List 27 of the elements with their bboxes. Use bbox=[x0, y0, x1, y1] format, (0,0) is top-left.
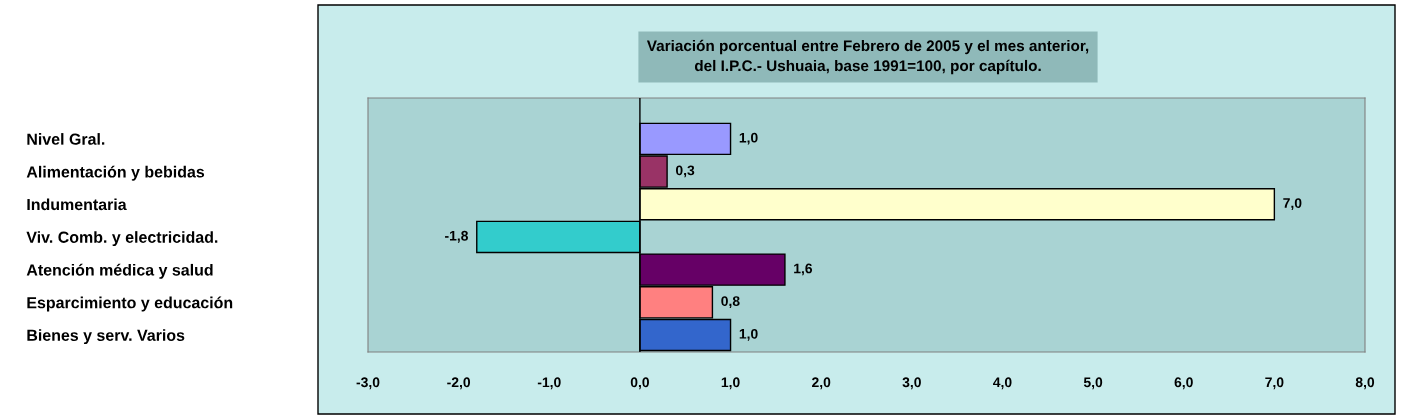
x-tick-label: 5,0 bbox=[1083, 377, 1103, 390]
x-tick-label: 7,0 bbox=[1265, 377, 1284, 390]
y-tick-label: Bienes y serv. Varios bbox=[27, 329, 185, 345]
x-tick-label: -3,0 bbox=[356, 377, 380, 390]
y-tick-label: Alimentación y bebidas bbox=[26, 165, 205, 181]
x-tick-label: -1,0 bbox=[537, 377, 561, 390]
y-tick-label: Viv. Comb. y electricidad. bbox=[26, 231, 218, 247]
data-label: 1,0 bbox=[739, 328, 758, 341]
chart-title: Variación porcentual entre Febrero de 2005 y el mes anterior, del I.P.C.- Ushuaia, base 1991=100, por capítulo. bbox=[646, 39, 1089, 75]
x-tick-label: -2,0 bbox=[447, 377, 471, 390]
x-tick-label: 4,0 bbox=[993, 377, 1012, 390]
x-tick-label: 3,0 bbox=[902, 377, 921, 390]
data-label: -1,8 bbox=[445, 230, 469, 243]
x-tick-label: 1,0 bbox=[721, 377, 740, 390]
y-tick-label: Atención médica y salud bbox=[26, 263, 213, 279]
x-tick-label: 8,0 bbox=[1355, 377, 1375, 390]
x-tick-label: 2,0 bbox=[812, 377, 831, 390]
x-tick-label: 6,0 bbox=[1174, 377, 1193, 390]
y-tick-label: Nivel Gral. bbox=[27, 133, 105, 145]
data-label: 0,8 bbox=[721, 296, 740, 309]
data-label: 0,3 bbox=[675, 165, 695, 178]
data-label: 1,0 bbox=[739, 132, 758, 145]
y-tick-label: Indumentaria bbox=[27, 198, 127, 211]
data-label: 7,0 bbox=[1283, 198, 1302, 210]
y-tick-label: Esparcimiento y educación bbox=[27, 296, 233, 312]
data-label: 1,6 bbox=[794, 263, 813, 276]
x-tick-label: 0,0 bbox=[630, 377, 649, 390]
